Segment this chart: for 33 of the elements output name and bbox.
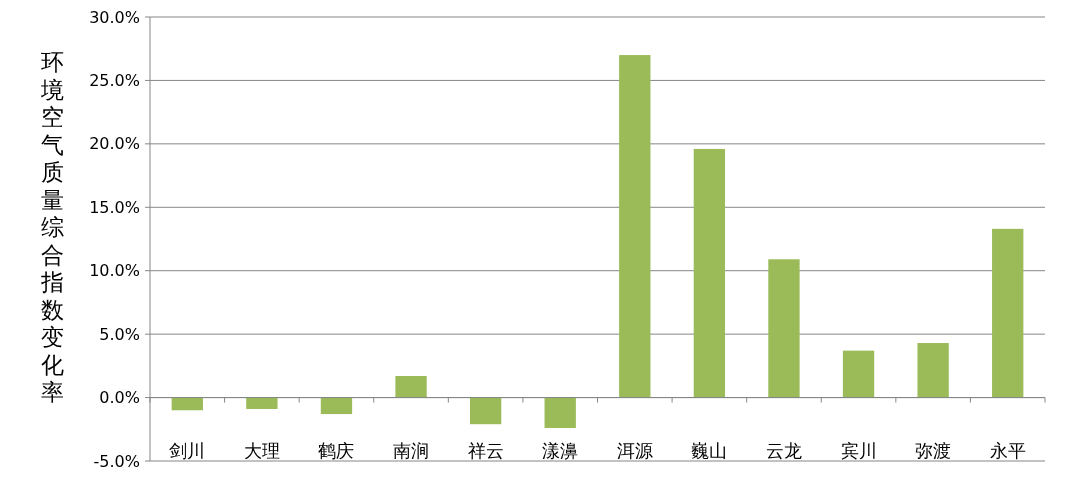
x-tick-label: 云龙 [765, 439, 802, 461]
x-tick-label: 南涧 [393, 439, 430, 461]
x-tick-label: 永平 [989, 439, 1026, 461]
bar [768, 259, 800, 398]
bar [842, 350, 875, 398]
y-tick-label: 5.0% [99, 324, 140, 344]
bar [693, 148, 726, 398]
y-tick-label: 30.0% [89, 7, 140, 27]
bar [171, 397, 203, 411]
bar [917, 343, 949, 398]
x-tick-label: 大理 [243, 439, 280, 461]
bar [469, 397, 502, 425]
x-tick-label: 祥云 [467, 439, 504, 461]
x-tick-label: 漾濞 [542, 439, 579, 461]
y-tick-label: 25.0% [89, 70, 140, 90]
bar [320, 397, 353, 415]
y-tick-label: 10.0% [89, 261, 140, 281]
bar [619, 55, 651, 398]
x-tick-label: 鹤庆 [318, 439, 355, 461]
y-tick-label: 20.0% [89, 134, 140, 154]
text: 环境空气质量综合指数变化率 [40, 49, 64, 405]
y-tick-label: 0.0% [99, 388, 140, 408]
y-tick-label: -5.0% [93, 451, 140, 471]
y-tick-label: 15.0% [89, 197, 140, 217]
x-tick-label: 剑川 [169, 439, 206, 461]
bar [544, 397, 576, 429]
x-tick-label: 弥渡 [915, 439, 952, 461]
bar [246, 397, 278, 409]
x-tick-label: 洱源 [616, 439, 653, 461]
x-tick-label: 巍山 [691, 439, 728, 461]
x-tick-label: 宾川 [840, 439, 877, 461]
bar [992, 228, 1024, 398]
bar [395, 376, 427, 398]
